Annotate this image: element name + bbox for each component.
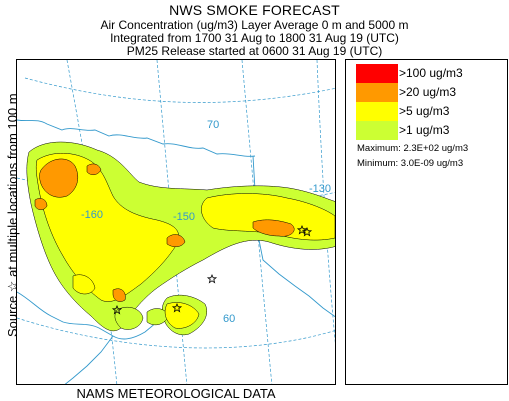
legend-swatch-red (356, 64, 398, 83)
map-svg: 70 60 -130 -150 -160 (17, 60, 335, 384)
label-lon-130: -130 (309, 183, 331, 195)
legend-swatch-orange (356, 83, 398, 102)
legend: >100 ug/m3 >20 ug/m3 >5 ug/m3 >1 ug/m3 M… (345, 59, 508, 385)
legend-label-gt100: >100 ug/m3 (399, 66, 463, 80)
legend-label-gt20: >20 ug/m3 (399, 85, 457, 99)
smoke-map: 70 60 -130 -150 -160 (16, 59, 336, 385)
label-lon-150: -150 (173, 211, 195, 223)
subtitle-integration: Integrated from 1700 31 Aug to 1800 31 A… (110, 31, 399, 45)
plume-gt20 (34, 158, 295, 302)
label-lat-70: 70 (207, 119, 219, 131)
legend-row-gt20: >20 ug/m3 (356, 83, 496, 102)
legend-swatch-yellow (356, 102, 398, 121)
legend-row-gt5: >5 ug/m3 (356, 102, 496, 121)
legend-row-gt1: >1 ug/m3 (356, 121, 496, 140)
source-stars (111, 224, 313, 315)
legend-label-gt5: >5 ug/m3 (399, 104, 450, 118)
legend-row-gt100: >100 ug/m3 (356, 64, 496, 83)
label-lon-160: -160 (81, 209, 103, 221)
chart-title: NWS SMOKE FORECAST (169, 2, 340, 18)
legend-swatch-lime (356, 121, 398, 140)
legend-minimum: Minimum: 3.0E-09 ug/m3 (357, 158, 464, 169)
legend-label-gt1: >1 ug/m3 (399, 123, 450, 137)
footer-data-source: NAMS METEOROLOGICAL DATA (76, 386, 276, 401)
subtitle-release: PM25 Release started at 0600 31 Aug 19 (… (126, 44, 383, 58)
label-lat-60: 60 (223, 313, 235, 325)
subtitle-concentration: Air Concentration (ug/m3) Layer Average … (100, 18, 409, 32)
legend-maximum: Maximum: 2.3E+02 ug/m3 (357, 143, 469, 154)
